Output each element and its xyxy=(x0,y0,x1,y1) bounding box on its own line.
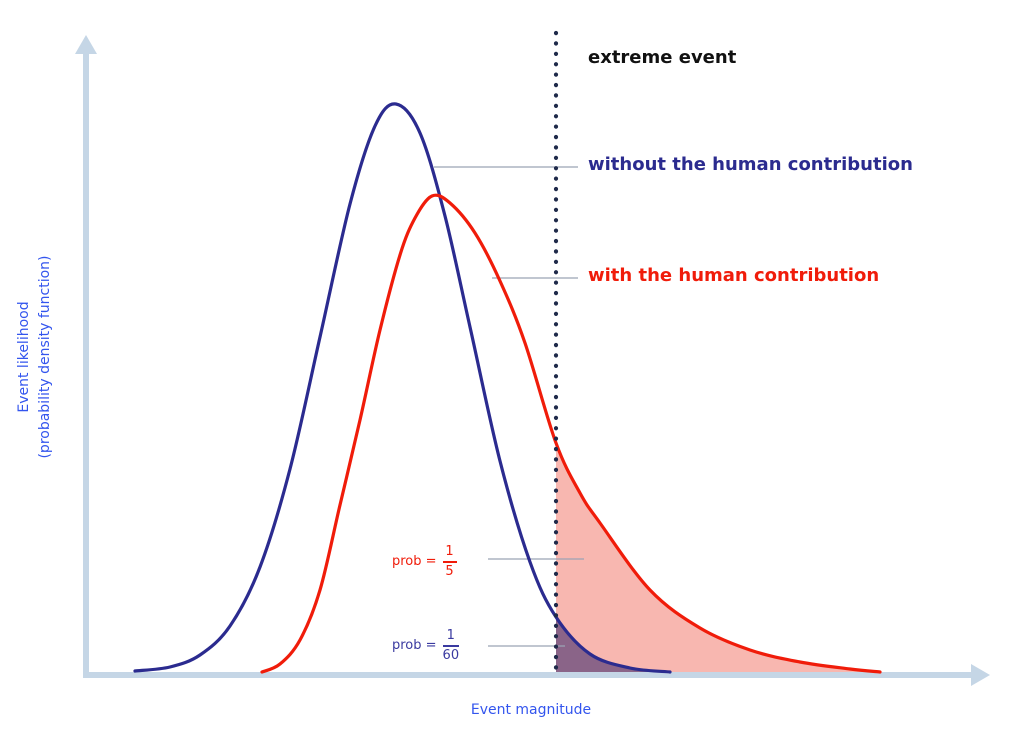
prob-blue-numerator: 1 xyxy=(446,628,455,643)
prob-blue-annotation: prob = 1 60 xyxy=(392,628,460,664)
y-axis-label-line1: Event likelihood xyxy=(16,301,32,413)
extreme-event-label: extreme event xyxy=(588,47,737,68)
fraction-bar xyxy=(442,645,460,647)
x-axis-label: Event magnitude xyxy=(470,702,592,718)
fraction-bar xyxy=(442,561,457,563)
blue-tail-fill xyxy=(556,617,670,672)
with-human-curve xyxy=(260,193,882,674)
without-human-legend: without the human contribution xyxy=(588,154,913,175)
prob-red-annotation: prob = 1 5 xyxy=(392,544,457,580)
prob-red-numerator: 1 xyxy=(445,544,454,559)
prob-blue-fraction: 1 60 xyxy=(442,628,460,664)
prob-blue-denominator: 60 xyxy=(442,647,460,663)
prob-red-fraction: 1 5 xyxy=(442,544,457,580)
x-axis-arrow-icon xyxy=(971,664,990,686)
red-tail-fill xyxy=(556,443,880,672)
y-axis-label: Event likelihood (probability density fu… xyxy=(14,227,56,487)
prob-red-denominator: 5 xyxy=(445,563,454,579)
y-axis-label-line2: (probability density function) xyxy=(37,255,53,459)
prob-red-prefix: prob = xyxy=(392,554,437,570)
with-human-legend: with the human contribution xyxy=(588,265,880,286)
axes xyxy=(75,35,990,686)
leader-lines xyxy=(434,166,584,647)
without-human-curve xyxy=(133,102,672,674)
y-axis-arrow-icon xyxy=(75,35,97,54)
prob-blue-prefix: prob = xyxy=(392,638,437,654)
